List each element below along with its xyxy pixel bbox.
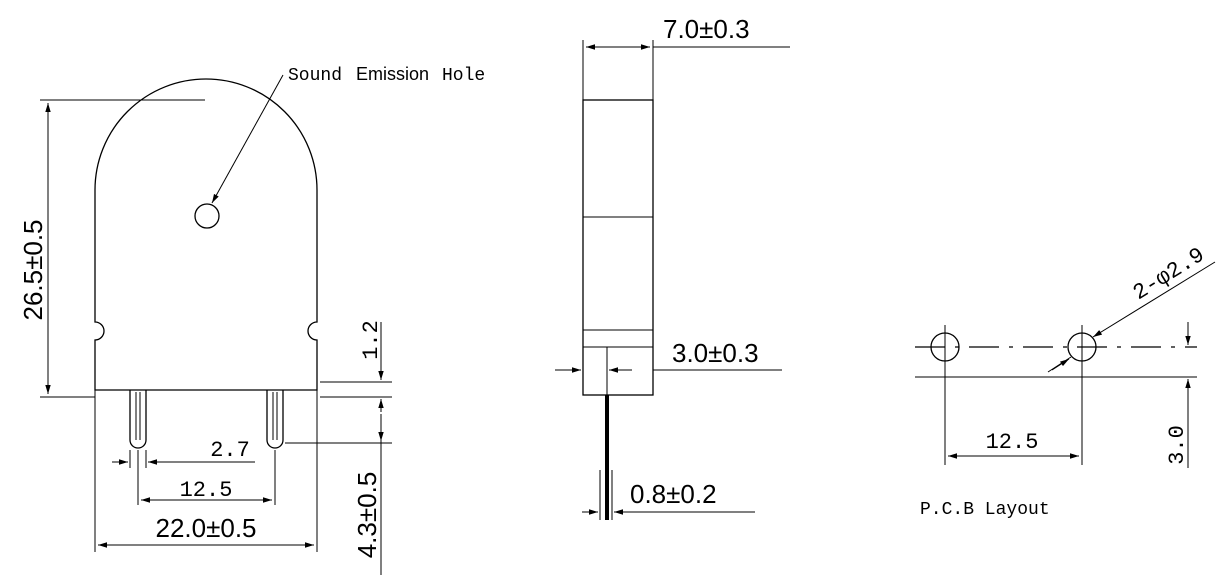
- pin-pitch-label: 12.5: [180, 478, 233, 503]
- sound-hole-label-middle: Emission: [356, 64, 429, 84]
- sound-hole-leader: [211, 74, 284, 204]
- thickness-label: 7.0±0.3: [663, 14, 750, 44]
- buzzer-body-outline: [94, 78, 318, 391]
- notch-height-label: 1.2: [359, 320, 384, 360]
- pcb-layout-title: P.C.B Layout: [920, 500, 1050, 520]
- height-total-label: 26.5±0.5: [18, 219, 48, 320]
- width-total-label: 22.0±0.5: [155, 513, 256, 543]
- pin-setback-label: 3.0±0.3: [672, 338, 759, 368]
- pcb-hole-diameter-label: 2-φ2.9: [1129, 243, 1209, 306]
- pin-diameter-label: 0.8±0.2: [630, 479, 717, 509]
- side-pin: [605, 395, 609, 520]
- sound-hole-label-prefix: Sound: [288, 66, 342, 86]
- pin-left: [129, 390, 147, 449]
- side-view: 7.0±0.3 3.0±0.3 0.8±0.2: [555, 14, 790, 520]
- sound-hole-label-suffix: Hole: [442, 66, 485, 86]
- pcb-diameter-leader: [1092, 261, 1216, 338]
- pcb-layout: 2-φ2.9 3.0 12.5 P.C.B Layout: [915, 243, 1216, 520]
- pin-right: [266, 390, 284, 449]
- sound-emission-hole: [194, 203, 220, 229]
- pin-length-label: 4.3±0.5: [352, 472, 382, 559]
- front-view: Sound Emission Hole 26.5±0.5 22.0±0.5 12…: [18, 64, 485, 575]
- pcb-offset-label: 3.0: [1165, 425, 1190, 465]
- pin-offset-label: 2.7: [210, 438, 250, 463]
- pcb-pitch-label: 12.5: [986, 430, 1039, 455]
- side-body-outline: [582, 99, 654, 396]
